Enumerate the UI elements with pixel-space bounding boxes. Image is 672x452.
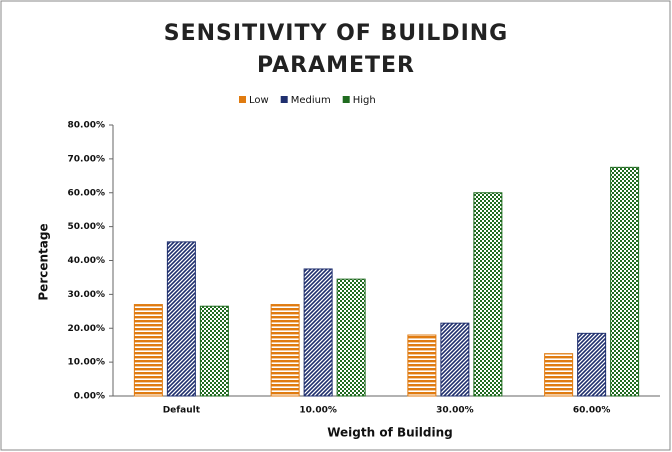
- legend-swatch: [280, 96, 288, 103]
- y-tick-label: 20.00%: [68, 324, 106, 334]
- legend-label: Low: [249, 95, 269, 106]
- y-tick-label: 30.00%: [68, 290, 106, 300]
- bar: [133, 304, 163, 397]
- x-tick-label: 30.00%: [436, 406, 474, 416]
- bar: [270, 304, 300, 397]
- y-tick-label: 10.00%: [68, 358, 106, 368]
- x-tick-label: Default: [163, 406, 201, 416]
- bar: [544, 353, 574, 397]
- x-axis-title: Weigth of Building: [327, 426, 453, 440]
- legend-label: High: [353, 95, 376, 106]
- bar: [166, 241, 196, 397]
- y-tick-label: 80.00%: [68, 121, 106, 131]
- y-tick-label: 60.00%: [68, 188, 106, 198]
- chart-title: SENSITIVITY OF BUILDING PARAMETER: [163, 21, 509, 78]
- legend-label: Medium: [291, 95, 331, 106]
- bar: [473, 192, 503, 397]
- bar: [610, 166, 640, 397]
- y-tick-label: 70.00%: [68, 154, 106, 164]
- x-tick-label: 60.00%: [573, 406, 611, 416]
- legend-swatch: [342, 96, 350, 103]
- bar: [577, 332, 607, 397]
- y-axis-title: Percentage: [37, 223, 51, 300]
- y-tick-label: 40.00%: [68, 256, 106, 266]
- bar: [336, 278, 366, 397]
- bar: [199, 305, 229, 397]
- bar: [407, 334, 437, 397]
- y-tick-label: 50.00%: [68, 222, 106, 232]
- legend-swatch: [239, 96, 246, 103]
- x-tick-label: 10.00%: [299, 406, 337, 416]
- bar: [440, 322, 470, 397]
- y-tick-label: 0.00%: [74, 392, 105, 402]
- bar: [303, 268, 333, 397]
